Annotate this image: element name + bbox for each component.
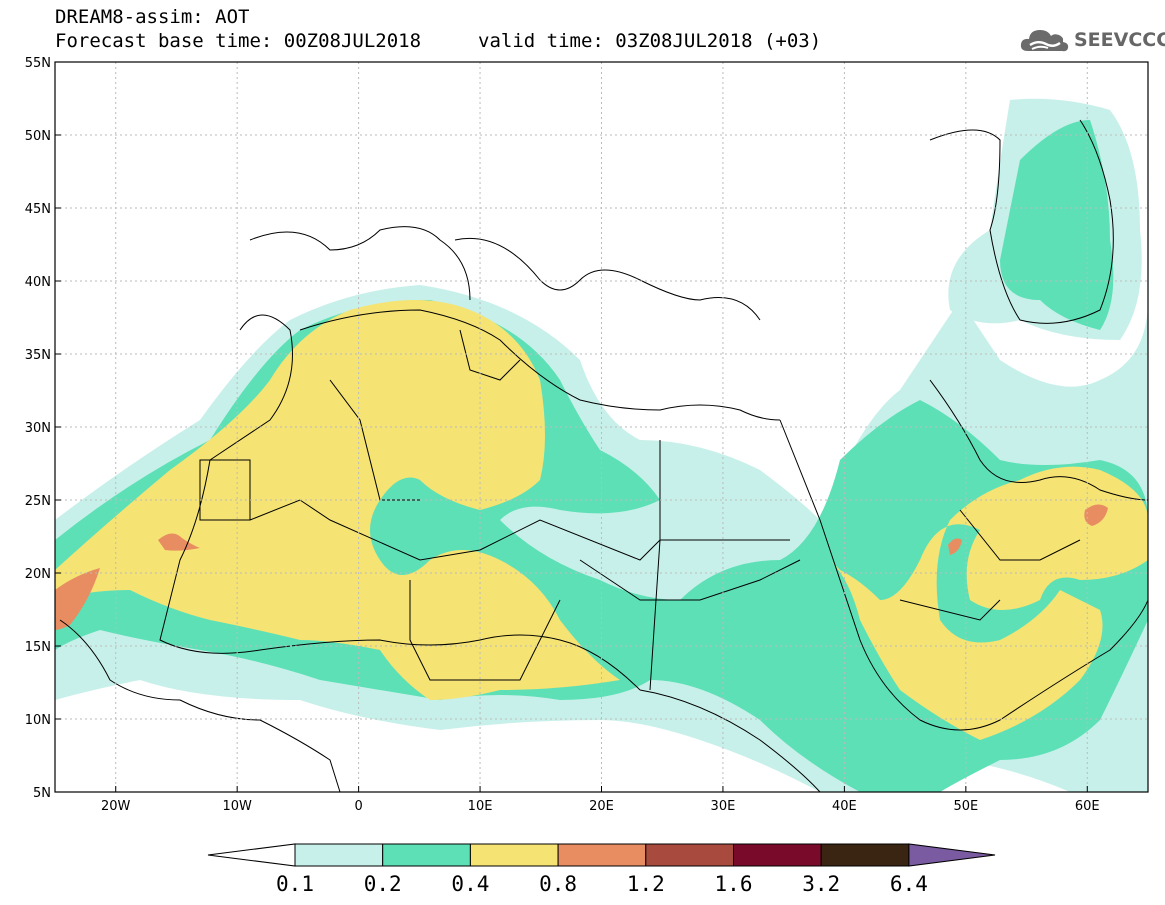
lat-label: 20N [25,567,51,582]
aot-band-0-8-oman [1084,504,1108,526]
aot-contours [55,98,1148,792]
lon-label: 20W [101,799,131,814]
valid-time: valid time: 03Z08JUL2018 (+03) [478,30,822,52]
graticule [55,62,1148,792]
colorbar-overflow [908,843,996,867]
colorbar-label: 1.2 [626,872,665,896]
lat-label: 35N [25,348,51,363]
lat-label: 45N [25,202,51,217]
lat-label: 40N [25,275,51,290]
colorbar-underflow [207,843,296,867]
aot-band-0-4-arabia [830,466,1148,740]
lon-label: 10E [468,799,493,814]
forecast-base-time: Forecast base time: 00Z08JUL2018 [55,30,422,52]
colorbar [207,843,996,867]
colorbar-segment [820,843,910,867]
aot-band-0-2-caspian [1000,120,1114,330]
colorbar-label: 1.6 [714,872,753,896]
coastlines [59,119,1148,792]
colorbar-label: 0.2 [363,872,402,896]
lat-label: 15N [25,640,51,655]
colorbar-segment [294,843,384,867]
lon-label: 10W [222,799,252,814]
colorbar-segment [645,843,734,867]
seevccc-logo: SEEVCCC [1018,24,1165,56]
aot-band-0-8-saudi [948,538,962,555]
lat-label: 5N [33,786,51,801]
lat-label: 10N [25,713,51,728]
colorbar-label: 0.4 [451,872,490,896]
lon-label: 60E [1075,799,1100,814]
lat-label: 50N [25,129,51,144]
colorbar-segment [382,843,471,867]
colorbar-segment [469,843,559,867]
latitude-labels: 55N 50N 45N 40N 35N 30N 25N 20N 15N 10N 5N [25,56,51,801]
axis-ticks [55,61,1088,793]
colorbar-segment [557,843,647,867]
map-title: DREAM8-assim: AOT [55,6,250,28]
aot-band-0-4 [55,300,620,700]
lat-label: 25N [25,494,51,509]
colorbar-segment [733,843,822,867]
lon-label: 30E [711,799,736,814]
cloud-icon [1020,30,1069,52]
lon-label: 0 [354,799,362,814]
lat-label: 30N [25,421,51,436]
lat-label: 55N [25,56,51,71]
lon-label: 40E [832,799,857,814]
logo-text: SEEVCCC [1074,29,1165,51]
colorbar-label: 3.2 [802,872,841,896]
colorbar-label: 0.8 [539,872,578,896]
aot-band-0-8-atlantic [55,568,100,630]
lon-label: 20E [589,799,614,814]
lon-label: 50E [953,799,978,814]
aot-band-0-8-mauritania [158,533,200,551]
longitude-labels: 20W 10W 0 10E 20E 30E 40E 50E 60E [101,799,1100,814]
colorbar-label: 0.1 [276,872,314,896]
colorbar-label: 6.4 [889,872,928,896]
